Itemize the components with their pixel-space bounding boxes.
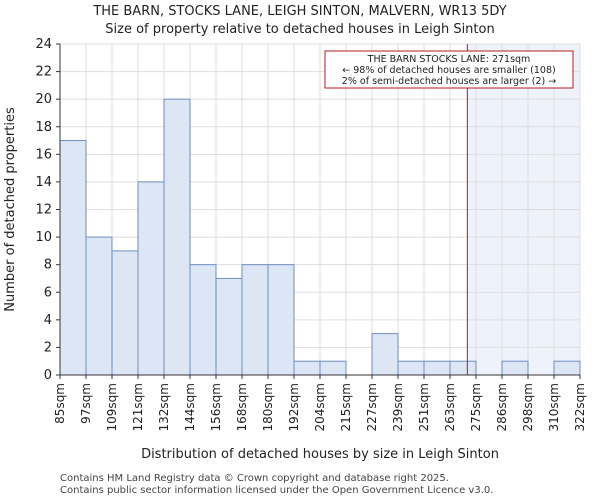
annotation-line: THE BARN STOCKS LANE: 271sqm bbox=[367, 54, 531, 65]
x-tick-label: 227sqm bbox=[365, 383, 379, 431]
bar bbox=[163, 98, 191, 376]
bar bbox=[85, 236, 113, 376]
x-tick-label: 204sqm bbox=[313, 383, 327, 431]
y-tick-label: 4 bbox=[44, 313, 52, 328]
x-tick-label: 251sqm bbox=[417, 383, 431, 431]
chart-title: THE BARN, STOCKS LANE, LEIGH SINTON, MAL… bbox=[93, 4, 507, 19]
x-tick-label: 121sqm bbox=[131, 383, 145, 431]
bar bbox=[267, 264, 295, 376]
bar bbox=[423, 360, 451, 376]
annotation-line: 2% of semi-detached houses are larger (2… bbox=[342, 76, 556, 87]
footer-line-2: Contains public sector information licen… bbox=[60, 485, 494, 496]
bar bbox=[111, 250, 139, 376]
bar bbox=[449, 360, 477, 376]
x-tick-label: 215sqm bbox=[339, 383, 353, 431]
x-tick-label: 180sqm bbox=[261, 383, 275, 431]
y-tick-label: 10 bbox=[35, 230, 52, 245]
y-tick-label: 8 bbox=[44, 258, 52, 273]
chart-subtitle: Size of property relative to detached ho… bbox=[105, 22, 495, 37]
bar bbox=[293, 360, 321, 376]
bar bbox=[137, 181, 165, 376]
x-tick-label: 109sqm bbox=[105, 383, 119, 431]
y-tick-label: 12 bbox=[35, 203, 52, 218]
y-tick-label: 18 bbox=[35, 120, 52, 135]
x-tick-label: 286sqm bbox=[495, 383, 509, 431]
x-tick-label: 156sqm bbox=[209, 383, 223, 431]
bar bbox=[501, 360, 529, 376]
x-tick-label: 310sqm bbox=[547, 383, 561, 431]
annotation-line: ← 98% of detached houses are smaller (10… bbox=[342, 65, 555, 76]
x-tick-label: 132sqm bbox=[157, 383, 171, 431]
x-tick-label: 239sqm bbox=[391, 383, 405, 431]
bar bbox=[397, 360, 425, 376]
y-tick-label: 2 bbox=[44, 340, 52, 355]
x-tick-label: 168sqm bbox=[235, 383, 249, 431]
bar bbox=[319, 360, 347, 376]
x-tick-label: 275sqm bbox=[469, 383, 483, 431]
bar bbox=[215, 277, 243, 376]
x-tick-label: 192sqm bbox=[287, 383, 301, 431]
bar bbox=[241, 264, 269, 376]
x-tick-label: 97sqm bbox=[79, 383, 93, 424]
bar bbox=[59, 140, 87, 376]
x-tick-label: 322sqm bbox=[573, 383, 587, 431]
x-tick-label: 263sqm bbox=[443, 383, 457, 431]
x-tick-label: 298sqm bbox=[521, 383, 535, 431]
y-tick-label: 0 bbox=[44, 368, 52, 383]
bar bbox=[189, 264, 217, 376]
y-tick-label: 16 bbox=[35, 147, 52, 162]
bar bbox=[371, 333, 399, 376]
x-tick-label: 144sqm bbox=[183, 383, 197, 431]
y-tick-label: 14 bbox=[35, 175, 52, 190]
y-tick-label: 24 bbox=[35, 37, 52, 52]
y-tick-label: 6 bbox=[44, 285, 52, 300]
annotation-box bbox=[324, 50, 574, 89]
y-axis-label: Number of detached properties bbox=[3, 107, 18, 312]
x-axis-label: Distribution of detached houses by size … bbox=[141, 447, 499, 462]
y-tick-label: 20 bbox=[35, 92, 52, 107]
bar bbox=[553, 360, 581, 376]
y-tick-label: 22 bbox=[35, 65, 52, 80]
x-tick-label: 85sqm bbox=[53, 383, 67, 424]
footer-line-1: Contains HM Land Registry data © Crown c… bbox=[60, 473, 449, 484]
